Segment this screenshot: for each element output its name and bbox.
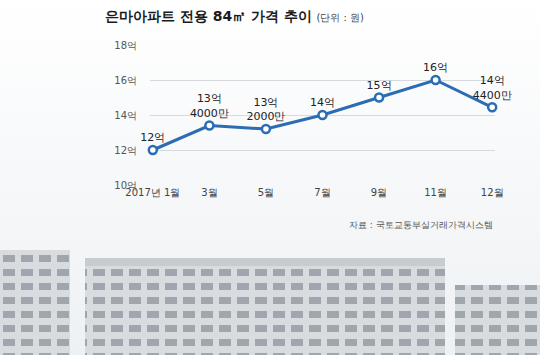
svg-text:9월: 9월 xyxy=(371,187,387,198)
svg-text:16억: 16억 xyxy=(114,75,137,86)
svg-text:은마아파트 전용 84㎡ 가격 추이 (단위 : 원): 은마아파트 전용 84㎡ 가격 추이 (단위 : 원) xyxy=(105,8,364,24)
svg-text:11월: 11월 xyxy=(424,187,447,198)
svg-text:10억: 10억 xyxy=(114,180,137,191)
svg-text:12월: 12월 xyxy=(481,187,504,198)
svg-text:15억: 15억 xyxy=(367,79,392,92)
svg-text:12억: 12억 xyxy=(114,145,137,156)
svg-text:7월: 7월 xyxy=(314,187,330,198)
svg-text:14억4400만: 14억4400만 xyxy=(473,74,512,101)
svg-text:13억2000만: 13억2000만 xyxy=(246,96,285,123)
svg-text:14억: 14억 xyxy=(114,110,137,121)
svg-text:18억: 18억 xyxy=(114,40,137,51)
svg-text:2017년 1월: 2017년 1월 xyxy=(125,187,180,198)
svg-text:3월: 3월 xyxy=(201,187,217,198)
svg-text:5월: 5월 xyxy=(258,187,274,198)
svg-text:13억4000만: 13억4000만 xyxy=(190,92,229,119)
svg-text:자료 : 국토교통부실거래가격시스템: 자료 : 국토교통부실거래가격시스템 xyxy=(349,220,493,230)
svg-text:12억: 12억 xyxy=(140,131,165,144)
svg-text:16억: 16억 xyxy=(423,61,448,74)
svg-text:14억: 14억 xyxy=(310,96,335,109)
